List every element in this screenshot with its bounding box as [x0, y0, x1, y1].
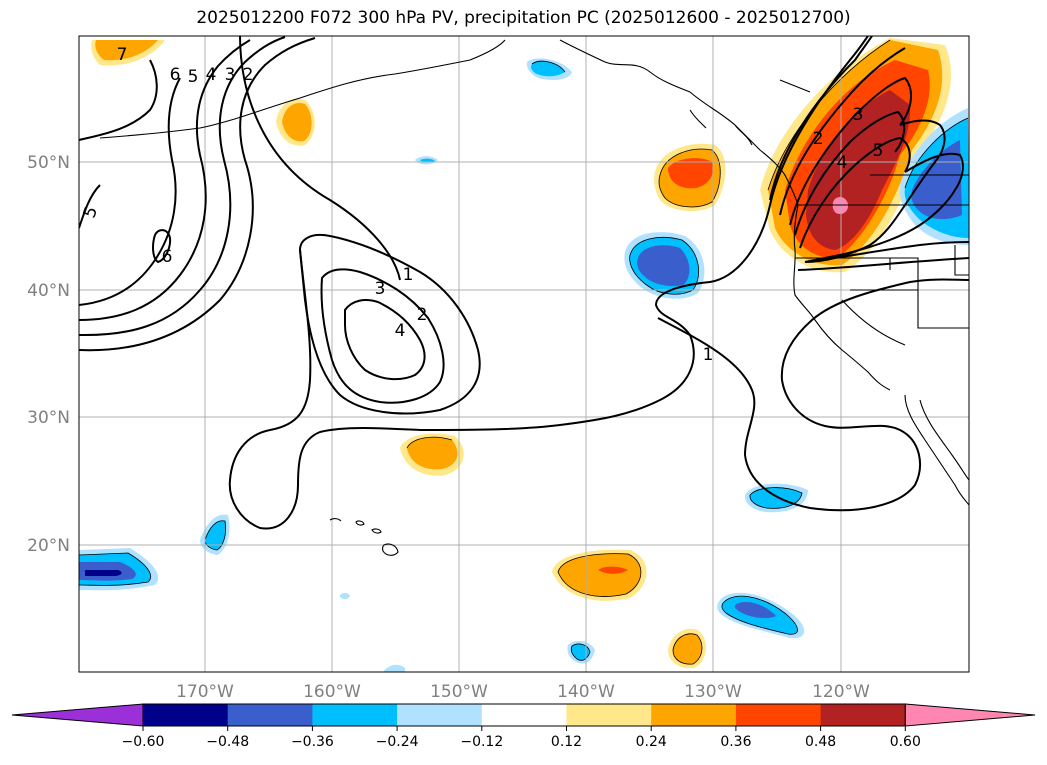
- colorbar-tick-label: 0.60: [890, 734, 921, 750]
- contour-label: 6: [162, 247, 173, 267]
- colorbar-segment: [735, 704, 822, 726]
- colorbar-tick-label: −0.36: [291, 734, 334, 750]
- colorbar-tick-label: −0.60: [122, 734, 165, 750]
- graticule: [79, 36, 969, 672]
- colorbar-tick-label: 0.24: [636, 734, 667, 750]
- map-frame: [78, 35, 970, 673]
- pv-contours: [79, 36, 969, 530]
- contour-label: 3: [225, 65, 236, 85]
- colorbar-segment: [397, 704, 483, 726]
- contour-label: 3: [853, 105, 864, 125]
- latitude-labels: 50°N 40°N 30°N 20°N: [27, 153, 70, 556]
- colorbar-segment: [820, 704, 906, 726]
- colorbar-extend-high: [904, 703, 1036, 727]
- lon-label: 140°W: [557, 682, 615, 702]
- colorbar-segment: [566, 704, 652, 726]
- colorbar-tick-label: −0.48: [206, 734, 249, 750]
- lat-label: 30°N: [27, 408, 70, 428]
- contour-label: 7: [117, 45, 128, 65]
- lon-label: 160°W: [303, 682, 361, 702]
- colorbar-border: [142, 703, 906, 727]
- contour-label: 3: [375, 279, 386, 299]
- colorbar-tick-label: 0.12: [551, 734, 582, 750]
- contour-label: 5: [188, 67, 199, 87]
- colorbar-segment: [312, 704, 398, 726]
- lon-label: 130°W: [684, 682, 742, 702]
- colorbar-extend-low: [11, 703, 144, 727]
- colorbar-segment: [227, 704, 313, 726]
- contour-label: 2: [813, 129, 824, 149]
- contour-label: 6: [170, 65, 181, 85]
- contour-label: 1: [403, 265, 414, 285]
- contour-label: 4: [837, 153, 848, 173]
- contour-label: 1: [703, 345, 714, 365]
- colorbar-tick-label: 0.48: [805, 734, 836, 750]
- contour-label: 2: [243, 65, 254, 85]
- contour-label: 2: [417, 305, 428, 325]
- lon-label: 120°W: [812, 682, 870, 702]
- contour-label: 4: [206, 65, 217, 85]
- precip-shading: [79, 38, 969, 672]
- colorbar-tick-label: 0.36: [720, 734, 751, 750]
- lon-label: 150°W: [430, 682, 488, 702]
- colorbar-segment: [651, 704, 737, 726]
- colorbar: −0.60 −0.48 −0.36 −0.24 −0.12 0.12 0.24 0.36 0.4…: [11, 703, 1036, 750]
- lon-label: 170°W: [176, 682, 234, 702]
- colorbar-tick-label: −0.12: [460, 734, 503, 750]
- lat-label: 40°N: [27, 281, 70, 301]
- map-title: 2025012200 F072 300 hPa PV, precipitatio…: [196, 8, 851, 28]
- colorbar-segment: [481, 704, 567, 726]
- lat-label: 20°N: [27, 536, 70, 556]
- longitude-labels: 170°W 160°W 150°W 140°W 130°W 120°W: [176, 682, 870, 702]
- colorbar-segment: [143, 704, 229, 726]
- colorbar-tick-label: −0.24: [376, 734, 419, 750]
- contour-label: 4: [395, 321, 406, 341]
- lat-label: 50°N: [27, 153, 70, 173]
- contour-label: 5: [873, 141, 884, 161]
